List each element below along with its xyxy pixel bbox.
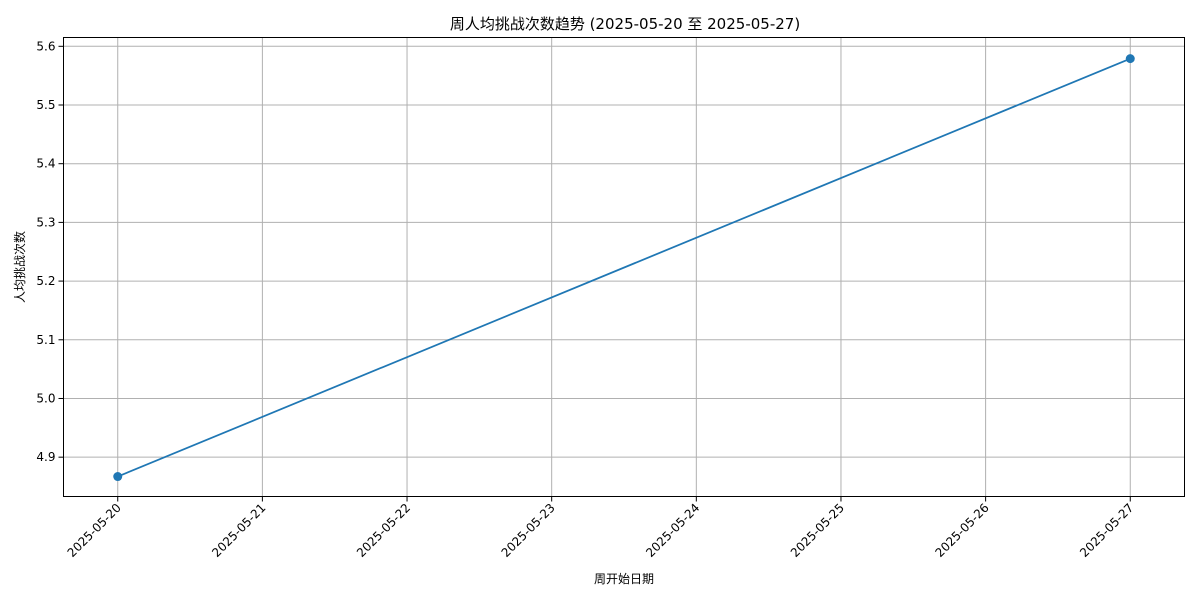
- x-axis: 2025-05-20 2025-05-21 2025-05-22 2025-05-23…: [65, 496, 1136, 560]
- x-tick-label: 2025-05-21: [209, 501, 268, 560]
- x-tick-label: 2025-05-24: [643, 501, 702, 560]
- series-line: [116, 57, 1132, 478]
- y-tick-label: 4.9: [36, 450, 55, 464]
- x-tick-label: 2025-05-25: [788, 501, 847, 560]
- x-tick-label: 2025-05-23: [499, 501, 558, 560]
- y-axis: 4.9 5.0 5.1 5.2 5.3 5.4 5.5 5.6: [36, 39, 64, 464]
- data-point: [113, 472, 123, 482]
- x-tick-label: 2025-05-26: [933, 501, 992, 560]
- grid-layer: [63, 37, 1185, 497]
- series-layer: [113, 54, 1135, 482]
- x-tick-label: 2025-05-27: [1077, 501, 1136, 560]
- x-axis-label: 周开始日期: [594, 572, 654, 586]
- plot-frame: [63, 37, 1185, 497]
- y-axis-label: 人均挑战次数: [12, 231, 27, 303]
- y-tick-label: 5.1: [36, 333, 55, 347]
- y-tick-label: 5.5: [36, 98, 55, 112]
- x-tick-label: 2025-05-20: [65, 501, 124, 560]
- y-tick-label: 5.2: [36, 274, 55, 288]
- y-tick-label: 5.6: [36, 39, 55, 53]
- chart-title: 周人均挑战次数趋势 (2025-05-20 至 2025-05-27): [450, 15, 800, 33]
- data-point: [1125, 54, 1135, 64]
- y-tick-label: 5.0: [36, 391, 55, 405]
- y-tick-label: 5.3: [36, 215, 55, 229]
- y-tick-label: 5.4: [36, 157, 55, 171]
- x-tick-label: 2025-05-22: [354, 501, 413, 560]
